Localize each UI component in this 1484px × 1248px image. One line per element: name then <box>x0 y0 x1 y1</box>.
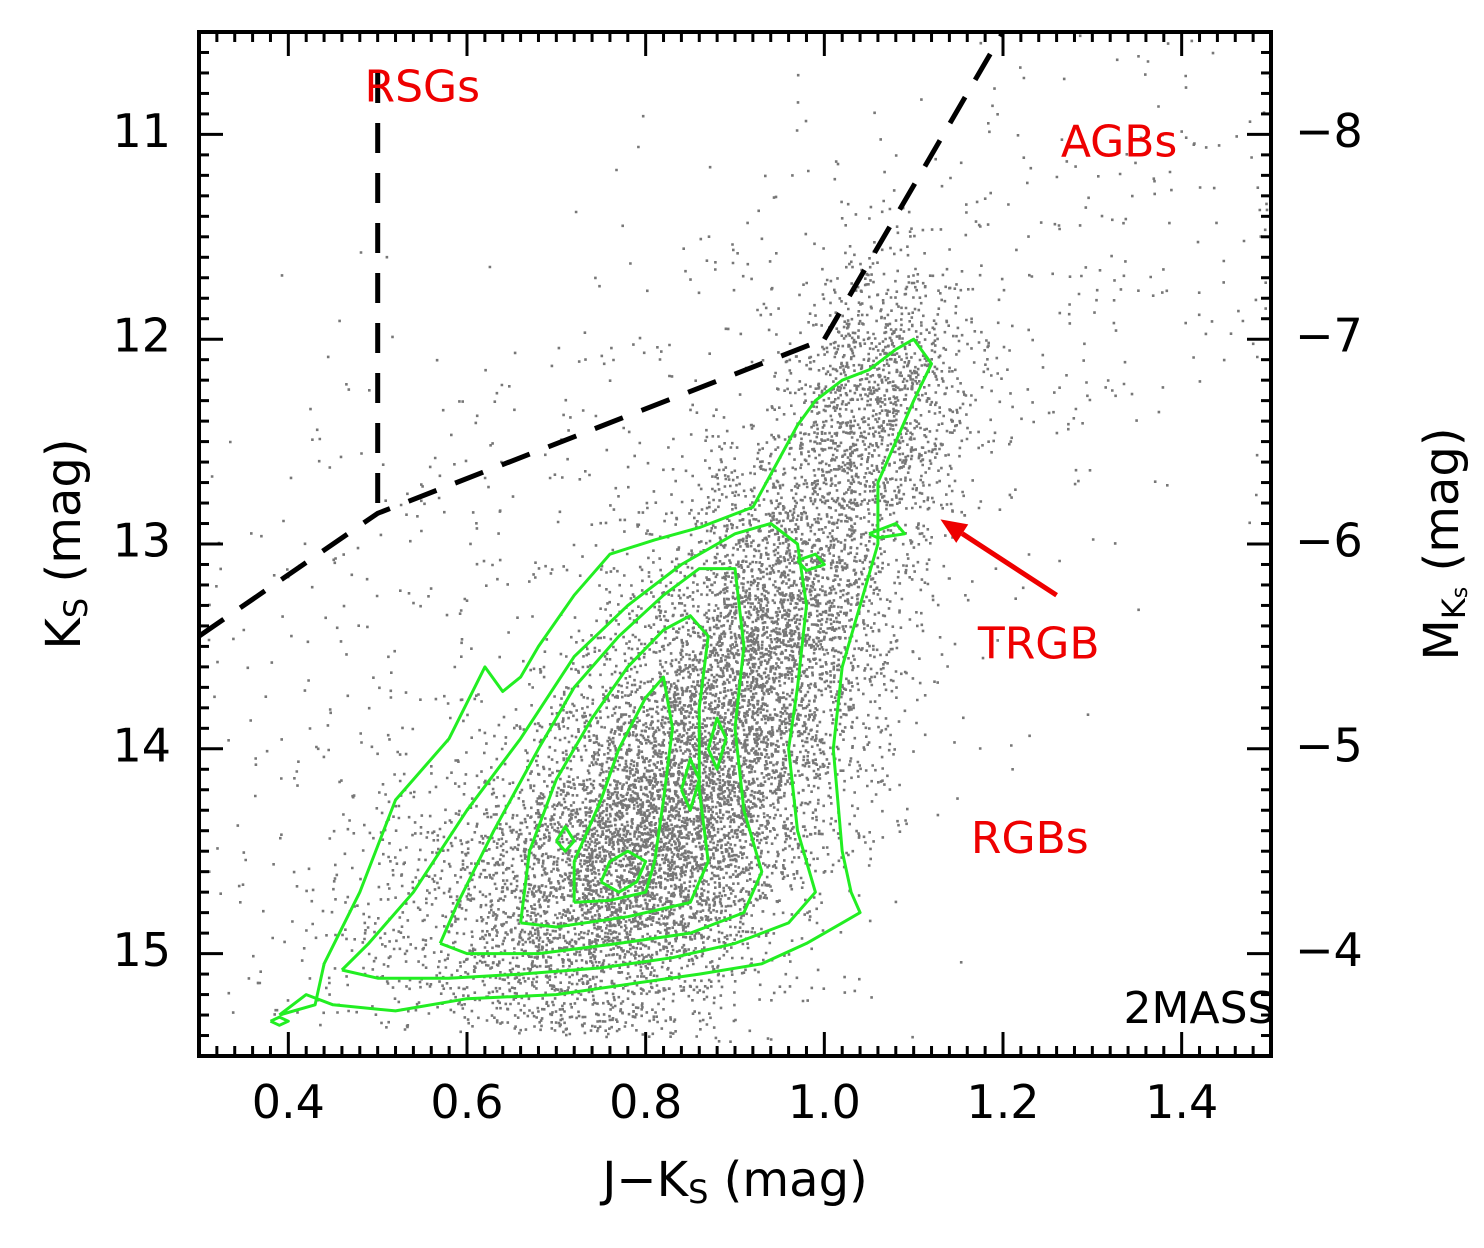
y-axis-label-part: (mag) <box>36 438 92 597</box>
y2-tick-label: −6 <box>1295 514 1363 568</box>
x-tick-label: 1.2 <box>966 1075 1039 1129</box>
contour-level-5-11 <box>269 1015 290 1027</box>
rsg-lower-line <box>199 336 826 639</box>
rsgs-label: RSGs <box>365 61 481 112</box>
x-axis-label: J−KS (mag) <box>599 1152 868 1211</box>
x-tick-label: 0.6 <box>430 1075 503 1129</box>
scatter-points <box>207 34 1271 1043</box>
contour-level-4-3 <box>519 614 710 929</box>
y2-tick-label: −5 <box>1295 718 1363 772</box>
y2-tick-label: −8 <box>1295 104 1363 158</box>
y2-tick-label: −7 <box>1295 309 1363 363</box>
contour-level-6-7 <box>679 757 701 812</box>
contour-level-5-4 <box>572 675 674 904</box>
axis-ticks: 0.4 0.6 0.8 1.0 1.2 1.4 11 12 13 14 15 −8 −7 −6 −5 −4 <box>112 30 1363 1129</box>
contour-level-2-1 <box>340 522 817 980</box>
y2-axis-label-part: (mag) <box>1414 427 1470 586</box>
rgbs-label: RGBs <box>971 813 1089 864</box>
contour-level-5-10 <box>868 522 907 540</box>
x-axis-label-part: (mag) <box>708 1152 867 1208</box>
contour-level-6-5 <box>599 849 648 894</box>
y-tick-label: 12 <box>112 309 171 363</box>
trgb-arrow-head <box>940 519 969 543</box>
trgb-label: TRGB <box>977 618 1100 669</box>
scatter-point-cloud <box>207 34 1271 1043</box>
y-axis-label: KS (mag) <box>36 438 95 649</box>
trgb-arrow-shaft <box>960 531 1058 598</box>
annotations: RSGs AGBs TRGB RGBs 2MASS <box>365 61 1276 1034</box>
axis-labels: J−KS (mag)KS (mag)MKs (mag) <box>36 427 1473 1211</box>
y2-axis-label-part: K <box>1435 597 1473 619</box>
y2-axis-label: MKs (mag) <box>1414 427 1473 660</box>
y2-axis-label-part: M <box>1414 619 1470 660</box>
contour-level-6-8 <box>555 825 576 853</box>
classification-boundaries <box>199 32 1006 639</box>
x-tick-label: 1.4 <box>1145 1075 1218 1129</box>
density-contours <box>269 337 933 1027</box>
y-tick-label: 13 <box>112 514 171 568</box>
y-tick-label: 11 <box>112 104 171 158</box>
contour-level-6-6 <box>706 716 728 771</box>
survey-label: 2MASS <box>1124 983 1276 1034</box>
x-tick-label: 0.4 <box>252 1075 325 1129</box>
y2-tick-label: −4 <box>1295 923 1363 977</box>
y-tick-label: 15 <box>112 923 171 977</box>
x-tick-label: 1.0 <box>788 1075 861 1129</box>
x-tick-label: 0.8 <box>609 1075 682 1129</box>
contour-level-3-2 <box>438 567 764 956</box>
contour-level-1-0 <box>278 337 933 1017</box>
x-axis-label-part: J−K <box>599 1152 689 1208</box>
x-axis-label-part: S <box>688 1173 708 1211</box>
y-axis-label-part: S <box>57 598 95 618</box>
agb-steep-line <box>822 32 1006 341</box>
contour-level-5-9 <box>796 552 826 573</box>
y-axis-label-part: K <box>36 617 92 650</box>
y-tick-label: 14 <box>112 718 171 772</box>
y2-axis-label-part: s <box>1448 587 1473 598</box>
agbs-label: AGBs <box>1061 117 1178 168</box>
